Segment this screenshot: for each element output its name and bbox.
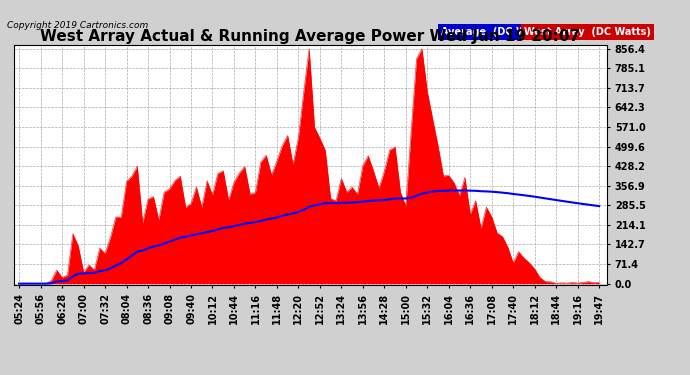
Text: Average  (DC Watts): Average (DC Watts) bbox=[441, 27, 553, 38]
Title: West Array Actual & Running Average Power Wed Jun 19 20:07: West Array Actual & Running Average Powe… bbox=[41, 29, 580, 44]
Text: West Array  (DC Watts): West Array (DC Watts) bbox=[524, 27, 651, 38]
Text: Copyright 2019 Cartronics.com: Copyright 2019 Cartronics.com bbox=[7, 21, 148, 30]
